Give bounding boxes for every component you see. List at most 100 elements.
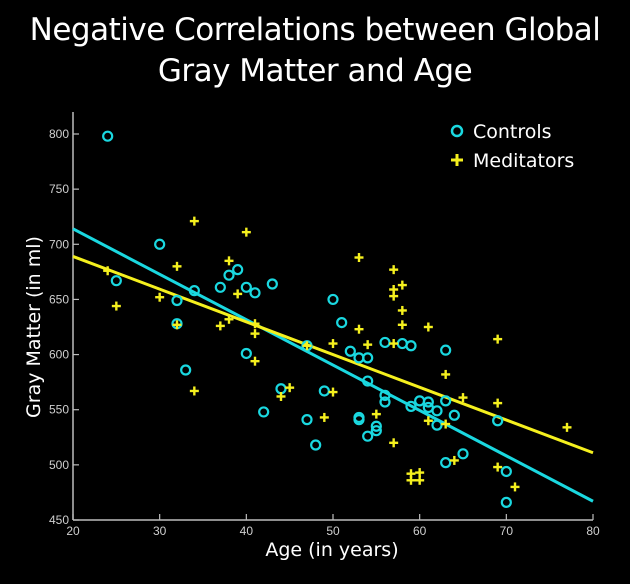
controls-point <box>336 316 348 329</box>
meditators-point <box>493 398 503 408</box>
controls-point <box>266 278 278 290</box>
meditators-fit-line <box>72 255 594 455</box>
controls-point <box>440 457 452 469</box>
legend-meditators-label: Meditators <box>473 150 574 172</box>
y-tick-label: 500 <box>49 458 69 472</box>
controls-point <box>379 396 391 408</box>
legend-controls-marker-icon <box>450 124 464 138</box>
data-points <box>102 130 572 508</box>
x-tick-label: 60 <box>413 524 427 538</box>
regression-lines <box>72 227 594 503</box>
controls-point <box>492 415 504 427</box>
chart-title: Negative Correlations between Global Gra… <box>0 10 630 92</box>
y-axis-label: Gray Matter (in ml) <box>23 236 45 418</box>
controls-point <box>344 345 356 357</box>
x-tick-label: 70 <box>500 524 514 538</box>
x-tick-label: 20 <box>66 524 80 538</box>
meditators-point <box>397 320 407 330</box>
legend-meditators-marker-icon <box>451 154 463 166</box>
meditators-point <box>354 324 364 334</box>
meditators-point <box>562 422 572 432</box>
meditators-point <box>415 475 425 485</box>
x-tick-label: 30 <box>153 524 167 538</box>
controls-point <box>405 340 417 352</box>
y-tick-label: 700 <box>49 237 69 251</box>
meditators-point <box>389 339 399 349</box>
controls-point <box>405 400 417 413</box>
chart-title-line-2: Gray Matter and Age <box>157 53 473 89</box>
meditators-point <box>241 227 251 237</box>
meditators-point <box>397 305 407 315</box>
controls-point <box>310 439 322 451</box>
controls-point <box>448 409 460 421</box>
meditators-point <box>250 356 260 366</box>
controls-point <box>110 275 122 287</box>
controls-point <box>379 389 391 401</box>
controls-point <box>318 385 330 397</box>
meditators-point <box>389 438 399 448</box>
meditators-point <box>449 455 459 465</box>
meditators-point <box>103 266 113 276</box>
meditators-point <box>302 341 312 351</box>
y-tick-label: 800 <box>49 127 69 141</box>
controls-point <box>171 294 183 307</box>
controls-point <box>223 269 235 281</box>
meditators-point <box>406 475 416 485</box>
meditators-point <box>250 319 260 329</box>
controls-point <box>102 130 114 142</box>
meditators-point <box>363 340 373 350</box>
meditators-point <box>510 482 520 492</box>
meditators-point <box>155 292 165 302</box>
y-tick-label: 600 <box>49 348 69 362</box>
controls-point <box>414 395 426 407</box>
meditators-point <box>415 468 425 478</box>
controls-point <box>500 465 512 478</box>
controls-point <box>500 496 512 508</box>
y-ticks: 450 500 550 600 650 700 750 800 <box>49 127 79 527</box>
chart-title-line-1: Negative Correlations between Global <box>29 12 601 48</box>
meditators-point <box>423 416 433 426</box>
controls-point <box>370 420 382 432</box>
x-ticks: 20 30 40 50 60 70 80 <box>66 514 600 538</box>
meditators-point <box>172 320 182 330</box>
meditators-point <box>172 261 182 271</box>
meditators-point <box>328 339 338 349</box>
meditators-point <box>328 387 338 397</box>
controls-point <box>379 336 391 349</box>
controls-point <box>431 405 443 417</box>
meditators-point <box>276 391 286 401</box>
meditators-point <box>397 280 407 290</box>
meditators-point <box>189 386 199 396</box>
controls-point <box>249 287 261 299</box>
x-axis-label: Age (in years) <box>265 539 398 561</box>
controls-point <box>370 425 382 437</box>
controls-point <box>240 281 252 293</box>
controls-point <box>362 375 374 387</box>
meditators-point <box>215 321 225 331</box>
meditators-point <box>285 383 295 393</box>
controls-point <box>431 419 443 431</box>
meditators-point <box>224 314 234 324</box>
meditators-point <box>441 419 451 429</box>
meditators-point <box>493 334 503 344</box>
meditators-point <box>224 256 234 266</box>
y-tick-label: 450 <box>49 513 69 527</box>
y-tick-label: 650 <box>49 292 69 306</box>
legend: Controls Meditators <box>450 121 574 172</box>
meditators-point <box>189 216 199 226</box>
controls-point <box>362 430 374 442</box>
meditators-point <box>371 409 381 419</box>
meditators-point <box>233 289 243 299</box>
meditators-point <box>441 369 451 379</box>
x-tick-label: 50 <box>326 524 340 538</box>
controls-point <box>440 344 452 356</box>
meditators-point <box>493 462 503 472</box>
controls-point <box>275 383 287 395</box>
meditators-point <box>250 329 260 339</box>
controls-point <box>362 352 374 364</box>
x-tick-label: 80 <box>586 524 600 538</box>
controls-point <box>240 347 252 360</box>
x-tick-label: 40 <box>240 524 254 538</box>
controls-point <box>422 396 434 408</box>
